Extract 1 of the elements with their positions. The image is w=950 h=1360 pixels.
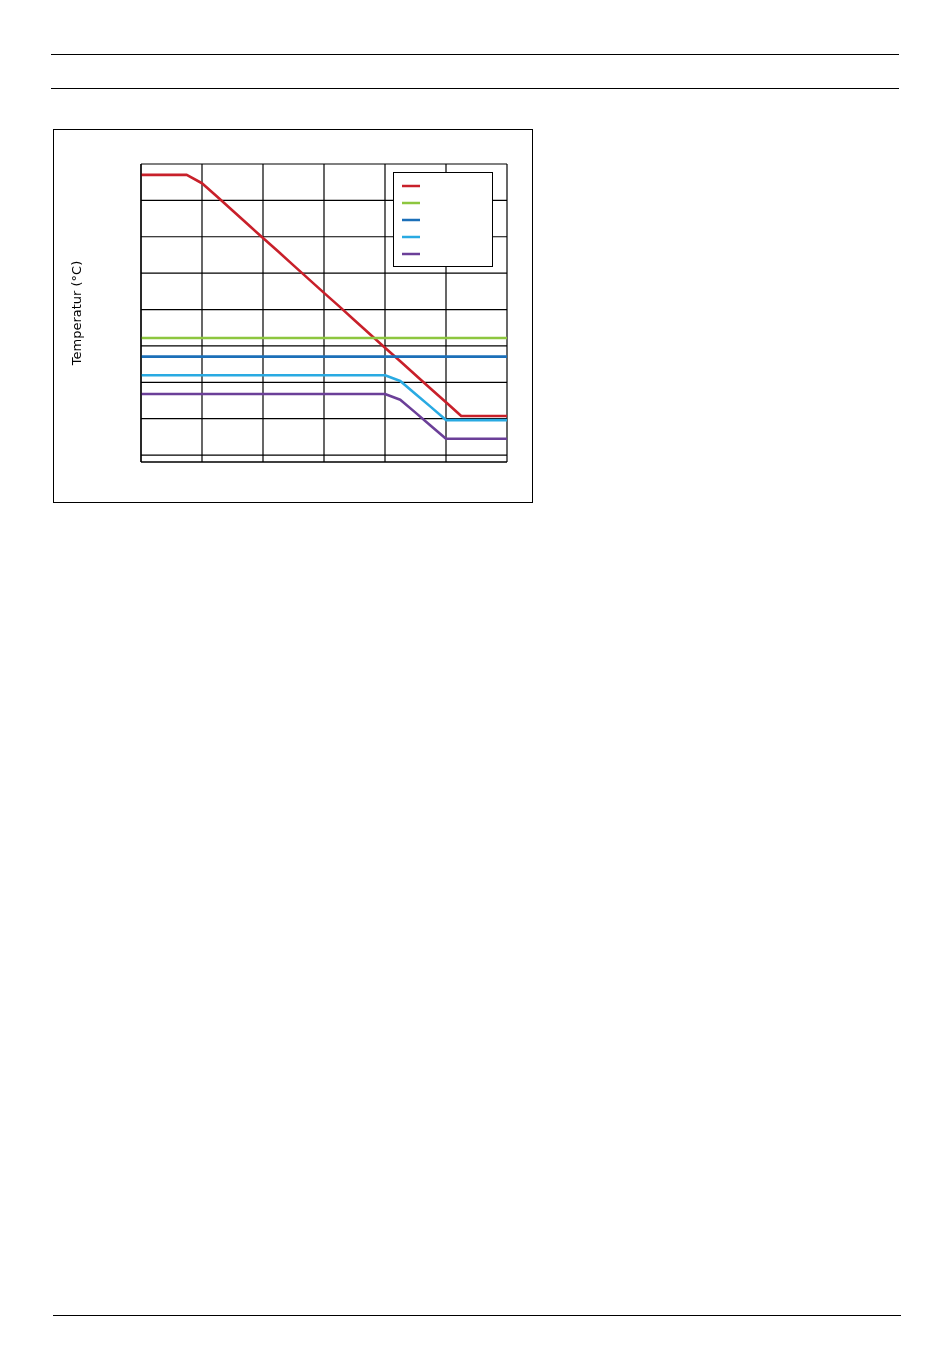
y-axis-title: Temperatur (°C) [68,260,84,367]
